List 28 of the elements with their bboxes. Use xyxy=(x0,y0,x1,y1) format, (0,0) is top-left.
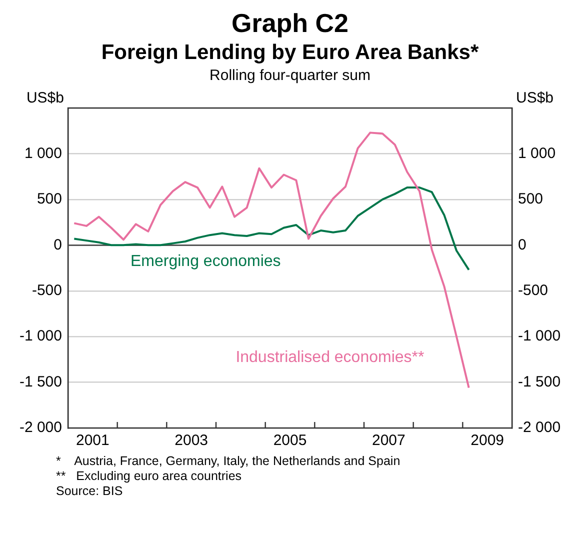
y-axis-title: US$b xyxy=(26,90,64,107)
y2-tick-label: -1 500 xyxy=(518,373,561,390)
y2-tick-label: -500 xyxy=(518,282,548,299)
y2-tick-label: -1 000 xyxy=(518,328,561,345)
y-tick-label: 500 xyxy=(36,190,62,208)
y-tick-label: 1 000 xyxy=(24,144,62,162)
y-tick-label: 0 xyxy=(54,236,62,254)
text: ** Excluding euro area countries xyxy=(56,469,243,484)
text: * Austria, France, Germany, Italy, the Netherlands and Spain xyxy=(56,454,402,469)
y2-axis-title: US$b xyxy=(516,90,554,107)
x-tick-label: 2007 xyxy=(372,432,406,450)
y2-tick-label: -2 000 xyxy=(518,419,561,436)
y-tick-label: -2 000 xyxy=(19,419,62,436)
y2-tick-label: 0 xyxy=(518,236,526,254)
series-label: Emerging economies xyxy=(130,253,281,270)
x-tick-label: 2003 xyxy=(174,432,208,450)
y-tick-label: -1 500 xyxy=(19,373,62,390)
y-tick-label: -500 xyxy=(32,282,62,299)
x-tick-label: 2009 xyxy=(470,432,504,450)
y-tick-label: -1 000 xyxy=(19,328,62,345)
chart-subtitle: Foreign Lending by Euro Area Banks* Rolling four-quarter sum xyxy=(100,41,480,84)
x-tick-label: 2005 xyxy=(273,432,307,450)
x-tick-label: 2001 xyxy=(76,432,110,450)
chart-title: Graph C2 xyxy=(230,8,350,39)
y2-tick-label: 500 xyxy=(518,190,544,208)
source-note: Source: BIS xyxy=(56,484,124,499)
y2-tick-label: 1 000 xyxy=(518,144,556,162)
text: Industrialised economies** xyxy=(236,349,424,366)
